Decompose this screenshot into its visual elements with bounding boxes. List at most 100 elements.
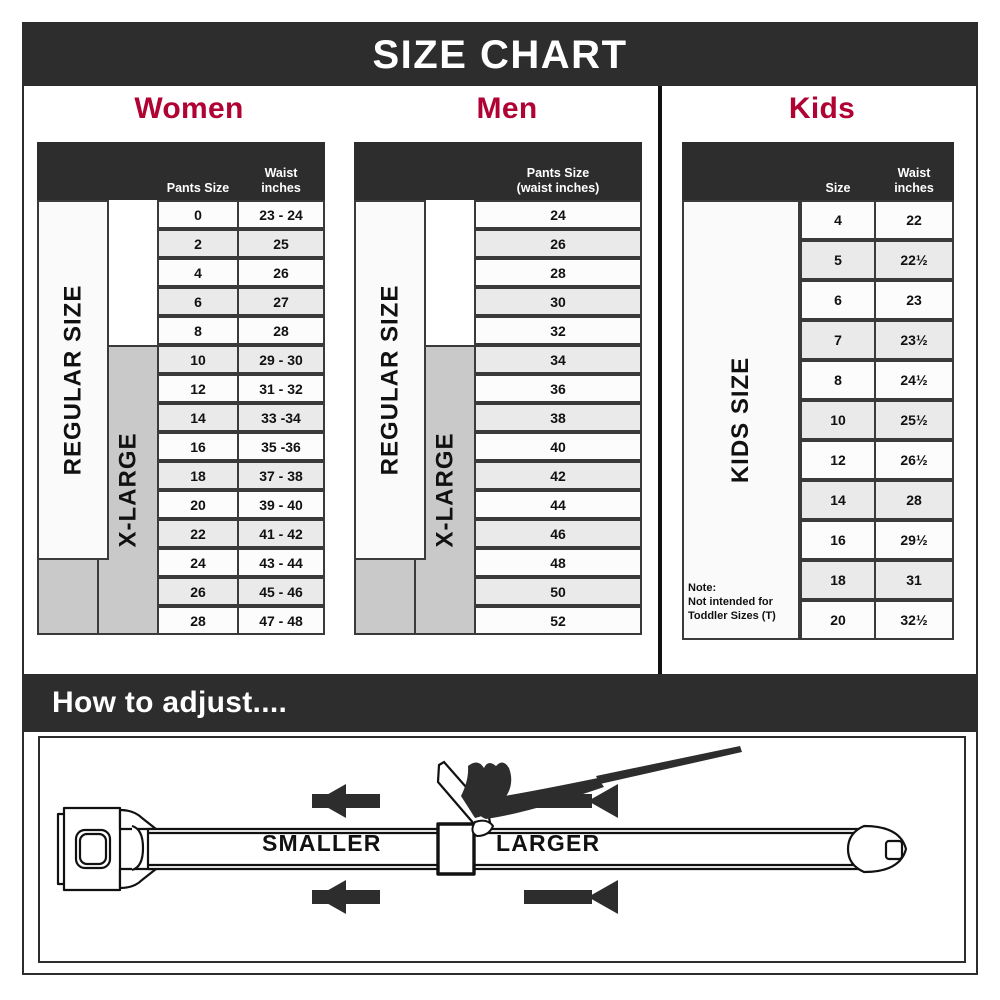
men-size-table: Pants Size (waist inches) X-LARGE REGULAR S… xyxy=(354,142,642,642)
women-cell: 28 xyxy=(157,606,239,635)
women-column-header: Pants Size xyxy=(166,180,230,195)
men-regular-label-panel: REGULAR SIZE xyxy=(354,200,426,560)
women-cell: 23 - 24 xyxy=(237,200,325,229)
kids-cell: 22½ xyxy=(874,240,954,280)
women-cell: 16 xyxy=(157,432,239,461)
kids-note: Note: Not intended for Toddler Sizes (T) xyxy=(688,582,776,622)
women-cell: 33 -34 xyxy=(237,403,325,432)
kids-column: Kids Size Waist inches KIDS SIZE Note: Not i… xyxy=(664,86,980,674)
men-column-header: Pants Size (waist inches) xyxy=(516,165,600,195)
women-regular-label-panel: REGULAR SIZE xyxy=(37,200,109,560)
women-cell: 31 - 32 xyxy=(237,374,325,403)
kids-cell: 12 xyxy=(800,440,876,480)
women-cell: 37 - 38 xyxy=(237,461,325,490)
women-cell: 47 - 48 xyxy=(237,606,325,635)
kids-cell: 25½ xyxy=(874,400,954,440)
men-cell: 42 xyxy=(474,461,642,490)
kids-cell: 31 xyxy=(874,560,954,600)
women-cell: 28 xyxy=(237,316,325,345)
women-cell: 41 - 42 xyxy=(237,519,325,548)
men-cell: 26 xyxy=(474,229,642,258)
how-to-adjust-title: How to adjust.... xyxy=(52,686,288,719)
arrow-right-lower xyxy=(524,890,592,904)
kids-size-table: Size Waist inches KIDS SIZE Note: Not intend… xyxy=(682,142,954,652)
women-cell: 43 - 44 xyxy=(237,548,325,577)
men-section-title: Men xyxy=(476,92,538,125)
column-divider xyxy=(658,86,662,674)
kids-cell: 14 xyxy=(800,480,876,520)
women-column-header: Waist inches xyxy=(261,165,301,195)
kids-cell: 8 xyxy=(800,360,876,400)
women-cell: 0 xyxy=(157,200,239,229)
larger-label: LARGER xyxy=(496,830,601,856)
women-cell: 12 xyxy=(157,374,239,403)
page-title-band: SIZE CHART xyxy=(24,24,976,86)
kids-cell: 7 xyxy=(800,320,876,360)
kids-column-header: Waist inches xyxy=(894,165,934,195)
women-cell: 26 xyxy=(237,258,325,287)
tables-area: Women Pants Size Waist inches X-LARGE REGULA… xyxy=(24,86,976,727)
kids-column-header: Size xyxy=(825,180,851,195)
women-size-table: Pants Size Waist inches X-LARGE REGULAR SIZE… xyxy=(37,142,325,642)
kids-table-header: Size Waist inches xyxy=(682,142,954,200)
women-column: Women Pants Size Waist inches X-LARGE REGULA… xyxy=(24,86,354,674)
women-cell: 2 xyxy=(157,229,239,258)
men-cell: 28 xyxy=(474,258,642,287)
women-regular-label: REGULAR SIZE xyxy=(59,284,86,476)
kids-cell: 18 xyxy=(800,560,876,600)
men-cell: 50 xyxy=(474,577,642,606)
women-table-header: Pants Size Waist inches xyxy=(37,142,325,200)
kids-size-label: KIDS SIZE xyxy=(727,356,755,484)
men-cell: 44 xyxy=(474,490,642,519)
kids-cell: 23 xyxy=(874,280,954,320)
men-cell: 46 xyxy=(474,519,642,548)
smaller-label: SMALLER xyxy=(262,830,382,856)
men-cell: 48 xyxy=(474,548,642,577)
men-table-header: Pants Size (waist inches) xyxy=(354,142,642,200)
men-cell: 52 xyxy=(474,606,642,635)
kids-cell: 16 xyxy=(800,520,876,560)
kids-section-title: Kids xyxy=(788,92,856,125)
women-cell: 27 xyxy=(237,287,325,316)
women-cell: 14 xyxy=(157,403,239,432)
men-cell: 32 xyxy=(474,316,642,345)
women-section-title: Women xyxy=(134,92,244,125)
men-regular-label: REGULAR SIZE xyxy=(376,284,403,476)
women-cell: 24 xyxy=(157,548,239,577)
men-cell: 30 xyxy=(474,287,642,316)
how-to-adjust-band: How to adjust.... xyxy=(24,674,976,732)
women-cell: 10 xyxy=(157,345,239,374)
men-cell: 24 xyxy=(474,200,642,229)
kids-cell: 29½ xyxy=(874,520,954,560)
women-cell: 4 xyxy=(157,258,239,287)
men-cell: 34 xyxy=(474,345,642,374)
women-cell: 39 - 40 xyxy=(237,490,325,519)
page-title: SIZE CHART xyxy=(372,32,628,77)
chart-card: SIZE CHART Women Pants Size Waist inches X-… xyxy=(22,22,978,975)
women-cell: 6 xyxy=(157,287,239,316)
kids-cell: 22 xyxy=(874,200,954,240)
men-cell: 36 xyxy=(474,374,642,403)
women-cell: 45 - 46 xyxy=(237,577,325,606)
women-cell: 35 -36 xyxy=(237,432,325,461)
hand-icon xyxy=(436,746,742,838)
women-cell: 29 - 30 xyxy=(237,345,325,374)
how-to-adjust-illustration: SMALLER LARGER xyxy=(38,736,966,963)
women-cell: 26 xyxy=(157,577,239,606)
kids-cell: 10 xyxy=(800,400,876,440)
kids-cell: 26½ xyxy=(874,440,954,480)
kids-cell: 23½ xyxy=(874,320,954,360)
arrow-right-upper xyxy=(524,794,592,808)
kids-cell: 5 xyxy=(800,240,876,280)
kids-cell: 28 xyxy=(874,480,954,520)
kids-size-label-panel: KIDS SIZE xyxy=(682,200,800,640)
women-cell: 20 xyxy=(157,490,239,519)
men-cell: 40 xyxy=(474,432,642,461)
women-cell: 22 xyxy=(157,519,239,548)
kids-cell: 32½ xyxy=(874,600,954,640)
women-cell: 25 xyxy=(237,229,325,258)
kids-cell: 24½ xyxy=(874,360,954,400)
women-xlarge-label: X-LARGE xyxy=(114,432,141,548)
women-cell: 8 xyxy=(157,316,239,345)
